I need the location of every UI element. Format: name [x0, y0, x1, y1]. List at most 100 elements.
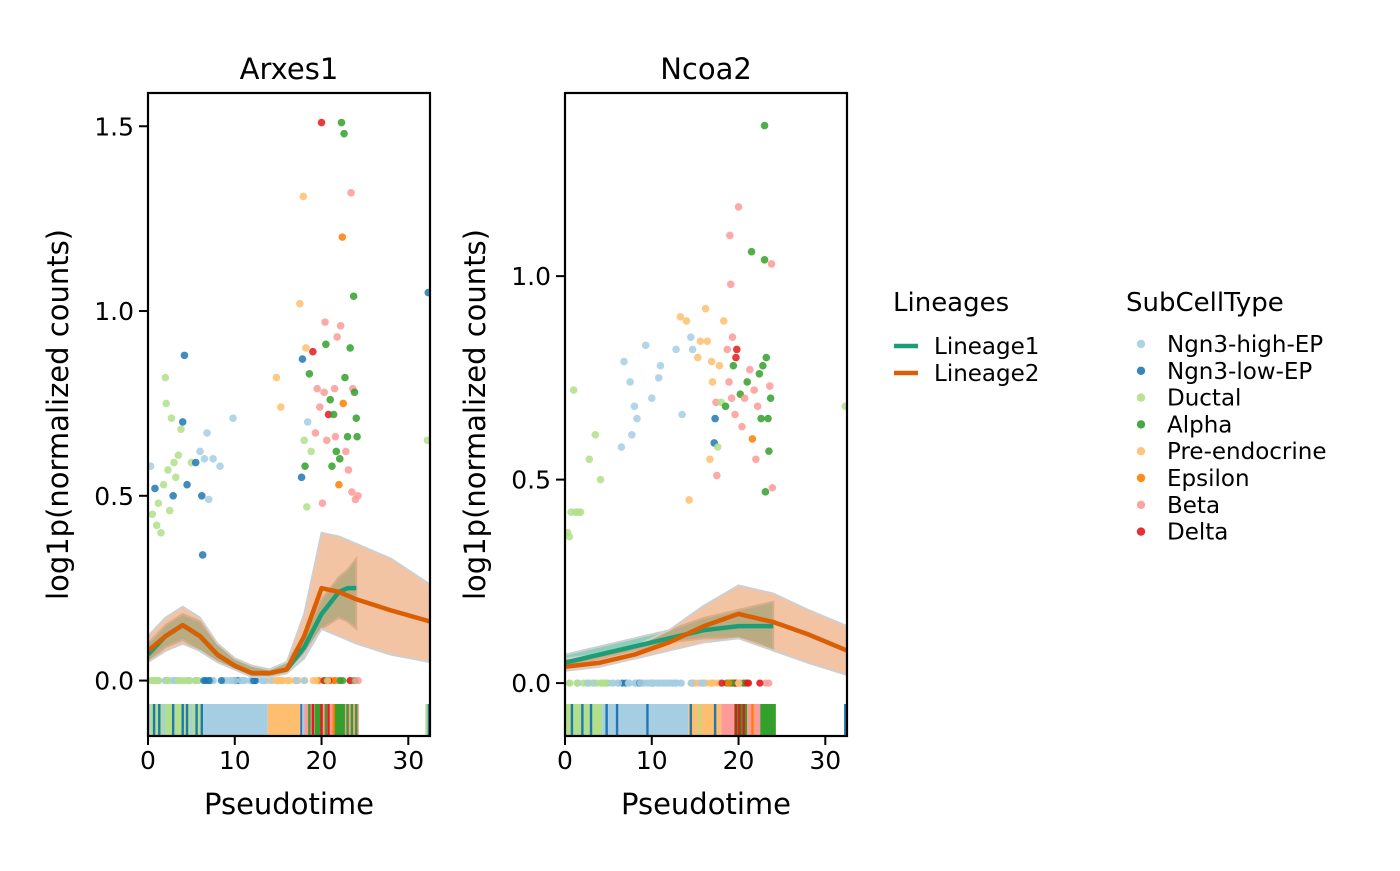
data-point: [153, 522, 161, 530]
rug-tick: [340, 704, 342, 736]
rug-tick: [425, 704, 427, 736]
zero-count-point: [149, 677, 156, 684]
zero-count-point: [664, 679, 671, 686]
data-point: [757, 415, 765, 423]
data-point: [592, 431, 600, 439]
zero-count-point: [205, 677, 212, 684]
x-axis-label: Pseudotime: [621, 787, 791, 821]
data-point: [346, 344, 354, 352]
data-point: [733, 346, 741, 354]
data-point: [725, 378, 733, 386]
data-point: [352, 414, 360, 422]
data-point: [336, 455, 344, 463]
rug-tick: [616, 704, 618, 736]
data-point: [685, 496, 693, 504]
x-tick-label: 0: [557, 746, 573, 775]
data-point: [704, 337, 712, 345]
zero-count-point: [218, 677, 225, 684]
data-point: [201, 455, 209, 463]
rug-tick: [751, 704, 753, 736]
data-point: [172, 474, 180, 482]
data-point: [333, 333, 341, 341]
data-point: [678, 411, 686, 419]
data-point: [326, 396, 334, 404]
zero-count-point: [625, 679, 632, 686]
zero-count-point: [232, 677, 239, 684]
panel-title: Ncoa2: [660, 52, 752, 86]
data-point: [345, 466, 353, 474]
data-point: [332, 433, 340, 441]
rug-tick: [763, 704, 765, 736]
zero-count-point: [566, 679, 573, 686]
zero-count-point: [602, 679, 609, 686]
zero-count-point: [637, 679, 644, 686]
rug-tick: [355, 704, 357, 736]
pseudotime-rug: [148, 704, 429, 736]
data-point: [339, 233, 347, 241]
data-point: [313, 385, 321, 393]
rug-segment: [268, 704, 300, 736]
rug-tick: [153, 704, 155, 736]
data-point: [642, 342, 650, 350]
zero-count-point: [261, 677, 268, 684]
zero-count-point: [250, 677, 257, 684]
data-point: [338, 119, 346, 127]
zero-count-point: [352, 677, 359, 684]
zero-count-point: [301, 677, 308, 684]
data-point: [767, 394, 775, 402]
data-point: [731, 411, 739, 419]
data-point: [177, 425, 185, 433]
pseudotime-rug: [565, 704, 846, 736]
data-point: [209, 455, 217, 463]
data-point: [726, 232, 734, 240]
data-point: [307, 448, 315, 456]
data-point: [273, 374, 281, 382]
legend-label-delta: Delta: [1167, 520, 1228, 546]
data-point: [713, 472, 721, 480]
y-tick-label: 0.5: [511, 466, 551, 495]
expression-points: [564, 122, 849, 541]
data-point: [196, 448, 204, 456]
rug-tick: [172, 704, 174, 736]
data-point: [597, 476, 605, 484]
data-point: [316, 403, 324, 411]
zero-count-points: [566, 679, 773, 686]
panel-title: Arxes1: [240, 52, 339, 86]
rug-segment: [322, 704, 333, 736]
data-point: [672, 346, 680, 354]
y-tick-label: 0.0: [511, 669, 551, 698]
data-point: [155, 499, 163, 507]
zero-count-points: [147, 677, 362, 684]
data-point: [341, 374, 349, 382]
panel-ncoa2: 0 10 20 300.00.51.0Ncoa2Pseudotimelog1p(nor…: [458, 52, 849, 821]
data-point: [296, 300, 304, 308]
rug-tick: [190, 704, 192, 736]
rug-segment: [760, 704, 776, 736]
rug-tick: [327, 704, 329, 736]
data-point: [353, 433, 361, 441]
data-point: [763, 354, 771, 362]
legend-lineages: Lineages Lineage1Lineage2: [893, 288, 1039, 387]
zero-count-point: [309, 677, 316, 684]
data-point: [749, 435, 757, 443]
data-point: [181, 352, 189, 360]
rug-tick: [698, 704, 700, 736]
data-point: [335, 481, 343, 489]
rug-tick: [581, 704, 583, 736]
data-point: [766, 382, 774, 390]
rug-segment: [602, 704, 688, 736]
rug-tick: [201, 704, 203, 736]
data-point: [723, 346, 731, 354]
data-point: [722, 403, 730, 411]
legend-label-pre-endocrine: Pre-endocrine: [1167, 439, 1326, 465]
panel-arxes1: 0 10 20 30 0.0 0.5 1.0 1.5 Arxes1 Pseudotime log1p…: [41, 52, 432, 821]
rug-segment: [747, 704, 760, 736]
legend-marker-pre-endocrine: [1137, 447, 1145, 455]
data-point: [151, 485, 159, 493]
data-point: [618, 443, 626, 451]
data-point: [344, 433, 352, 441]
data-point: [743, 378, 751, 386]
zero-count-point: [573, 679, 580, 686]
data-point: [727, 280, 735, 288]
legend-subcelltype: SubCellType Ngn3-high-EPNgn3-low-EPDucta…: [1126, 288, 1326, 546]
